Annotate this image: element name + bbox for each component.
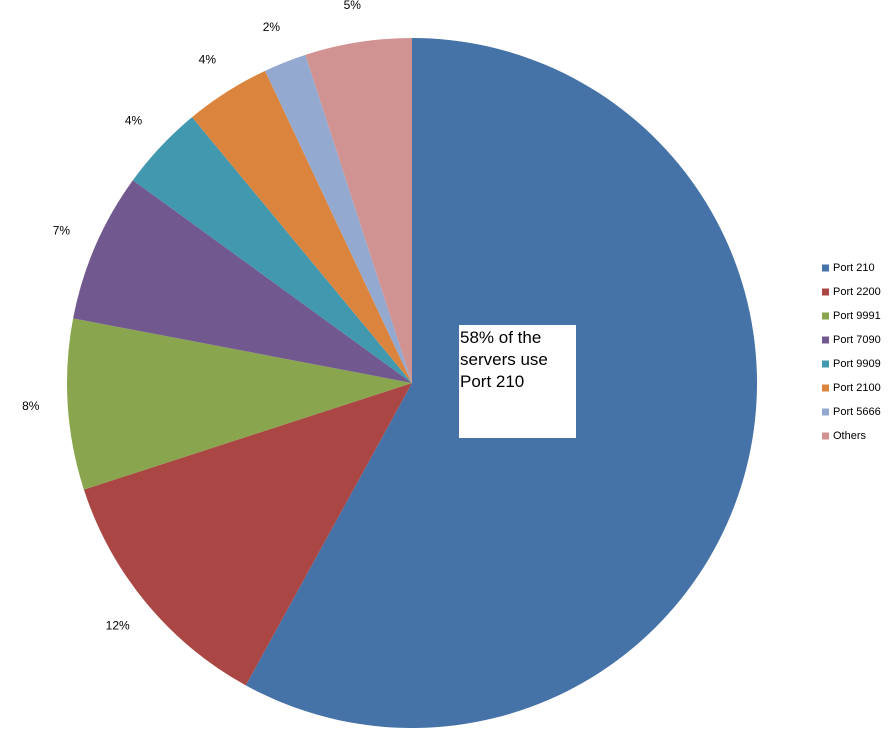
legend-swatch — [822, 336, 829, 344]
pie-slice — [305, 38, 412, 383]
annotation: 58% of the servers use Port 210 — [459, 325, 576, 438]
legend-swatch — [822, 288, 829, 296]
legend-swatch — [822, 360, 829, 368]
data-label: 4% — [125, 114, 143, 128]
legend-label: Others — [833, 430, 867, 442]
legend-swatch — [822, 432, 829, 440]
legend-swatch — [822, 264, 829, 272]
legend-label: Port 2200 — [833, 286, 881, 298]
legend-label: Port 9909 — [833, 358, 881, 370]
legend-label: Port 7090 — [833, 334, 881, 346]
pie-slice — [83, 383, 412, 686]
data-label: 4% — [199, 53, 217, 67]
pie-slice — [192, 70, 412, 384]
pie-slice — [66, 318, 412, 490]
pie-slice — [132, 117, 412, 384]
pie-slice — [265, 54, 412, 384]
legend-label: Port 2100 — [833, 382, 881, 394]
data-label: 7% — [53, 223, 71, 237]
legend-swatch — [822, 312, 829, 320]
data-label: 5% — [344, 0, 362, 12]
legend-label: Port 5666 — [833, 406, 881, 418]
pie-slice — [73, 180, 412, 383]
legend-label: Port 210 — [833, 262, 875, 274]
data-label: 2% — [263, 20, 281, 34]
legend-label: Port 9991 — [833, 310, 881, 322]
legend-swatch — [822, 408, 829, 416]
data-label: 8% — [22, 399, 40, 413]
data-label: 12% — [106, 619, 130, 633]
legend-swatch — [822, 384, 829, 392]
